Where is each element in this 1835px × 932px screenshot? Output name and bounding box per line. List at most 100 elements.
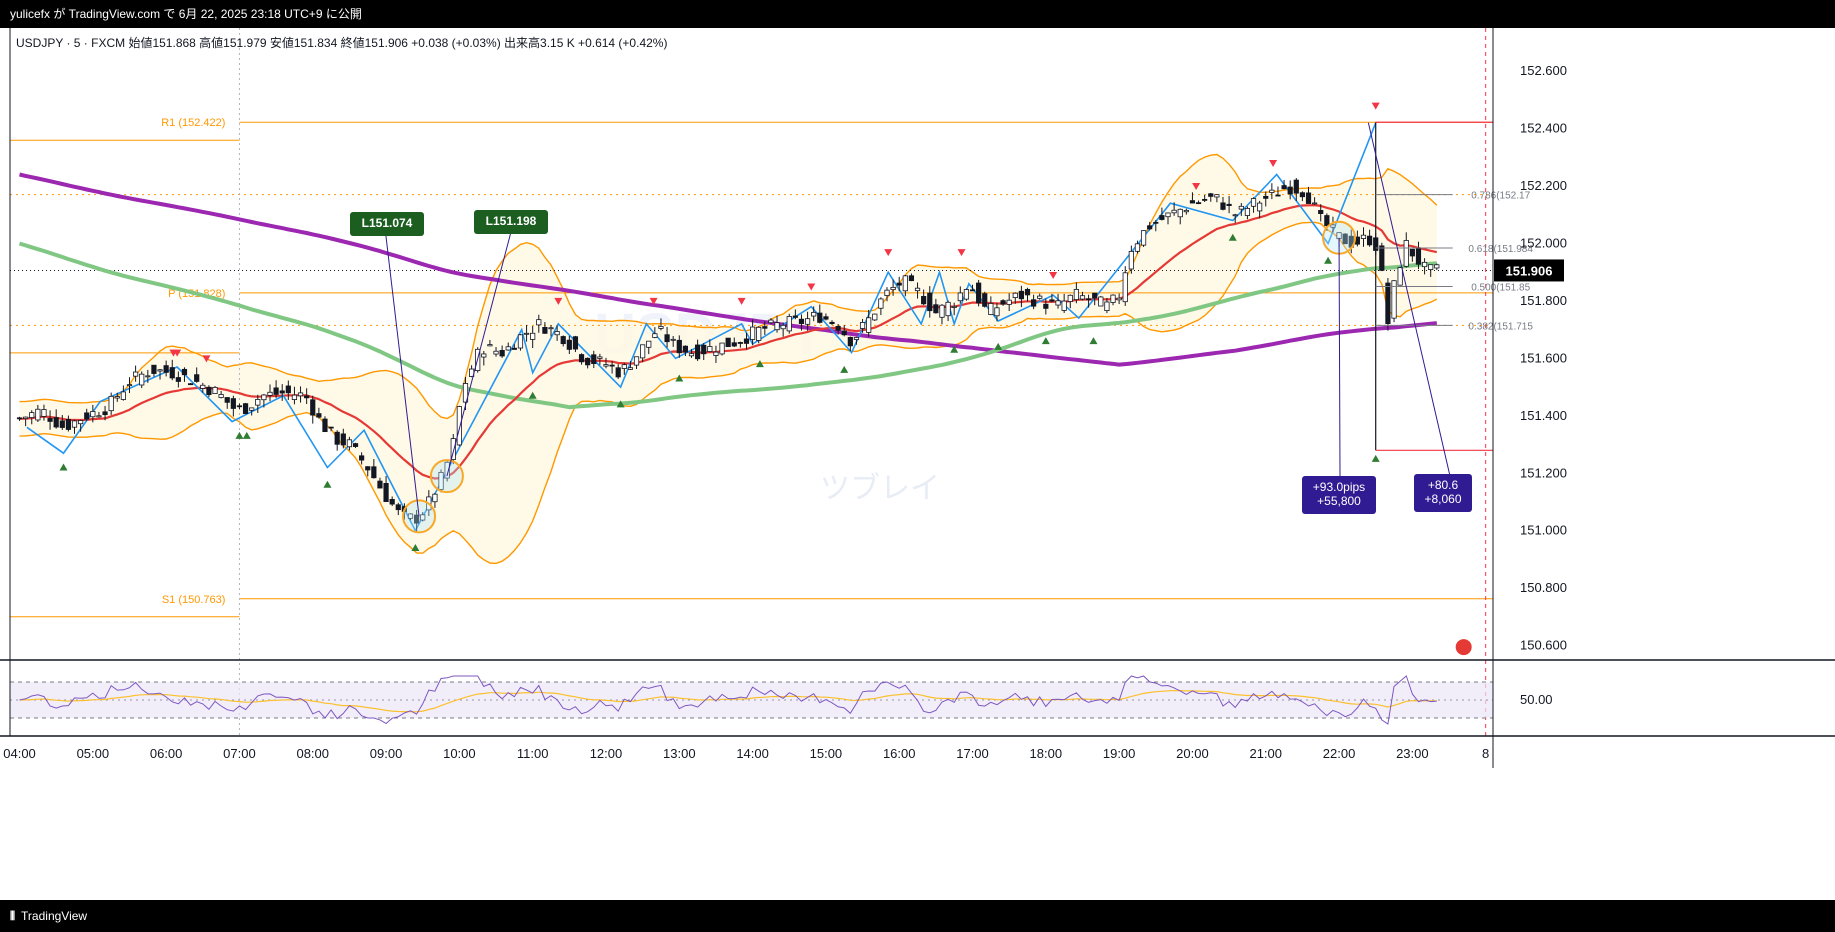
candle-body	[1232, 214, 1238, 217]
candle-body	[41, 409, 47, 417]
candle-body	[1085, 298, 1092, 301]
candle-body	[1226, 203, 1232, 206]
candle-body	[609, 364, 615, 367]
time-tick-label: 04:00	[3, 746, 36, 761]
candle-body	[420, 514, 426, 521]
candle-body	[682, 345, 689, 353]
sell-signal-icon	[554, 297, 563, 305]
candle-body	[786, 316, 792, 332]
trade-annotations: L151.074 L151.198 +93.0pips+55,800 +80.6+8,…	[350, 122, 1472, 517]
candle-body	[1391, 280, 1397, 319]
label-profit: +80.6+8,060	[1414, 474, 1472, 512]
candle-body	[1299, 192, 1306, 198]
candle-body	[1159, 215, 1165, 220]
publish-header: yulicefx が TradingView.com で 6月 22, 2025…	[0, 0, 1835, 28]
candle-body	[1000, 300, 1006, 305]
candle-body	[1073, 289, 1079, 301]
candle-body	[1140, 230, 1147, 246]
candlesticks	[16, 178, 1440, 532]
candle-body	[450, 438, 456, 460]
buy-signal-icon	[1228, 233, 1237, 241]
watermark-sub: ツブレイ	[820, 472, 940, 505]
candle-body	[53, 417, 59, 428]
time-axis[interactable]: 04:00 05:00 06:00 07:00 08:00 09:00 10:00 11:00…	[3, 746, 1489, 761]
candle-body	[890, 286, 896, 291]
buy-signal-icon	[994, 342, 1003, 350]
candle-body	[383, 482, 389, 503]
candle-body	[731, 342, 737, 347]
candle-body	[566, 339, 572, 350]
moving-averages	[18, 172, 1438, 480]
candle-body	[914, 287, 921, 292]
annotation-leader	[1338, 237, 1341, 477]
candle-body	[126, 384, 133, 387]
candle-body	[29, 412, 35, 418]
candle-body	[359, 455, 365, 461]
candle-body	[1061, 300, 1067, 311]
price-tick-label: 152.200	[1520, 178, 1567, 193]
candle-body	[120, 391, 126, 400]
candle-body	[346, 439, 353, 448]
time-tick-label: 23:00	[1396, 746, 1429, 761]
price-chart[interactable]: USDJPYツブレイ R1 (152.422)P (151.828)S1 (15…	[0, 28, 1835, 900]
candle-body	[713, 351, 719, 356]
current-price-badge	[1494, 259, 1564, 282]
fib-level-label: 0.618(151.984	[1468, 244, 1533, 255]
time-tick-label: 09:00	[370, 746, 403, 761]
time-tick-label: 08:00	[296, 746, 329, 761]
buy-signal-icon	[1041, 337, 1050, 345]
annotation-leader	[384, 227, 420, 517]
candle-body	[84, 412, 90, 420]
candle-body	[1281, 185, 1287, 190]
time-tick-label: 19:00	[1103, 746, 1136, 761]
sell-signal-icon	[1049, 272, 1058, 280]
buy-signal-icon	[323, 480, 332, 488]
sell-signal-icon	[202, 355, 211, 363]
label-profit-text: +8,060	[1424, 492, 1461, 506]
candle-body	[340, 433, 346, 446]
candle-body	[236, 405, 243, 408]
candle-body	[1409, 248, 1415, 257]
fib-level-label: 0.786(152.17	[1471, 191, 1530, 202]
fib-retracement[interactable]: 0.786(152.17 0.618(151.984 0.500(151.85 0.3…	[1375, 121, 1534, 451]
buy-signal-icon	[840, 365, 849, 373]
candle-body	[438, 471, 444, 490]
candle-body	[1287, 186, 1293, 195]
candle-body	[603, 364, 609, 367]
candle-body	[1092, 292, 1098, 299]
candle-body	[65, 418, 72, 430]
candle-body	[896, 282, 902, 286]
candle-body	[1330, 224, 1336, 228]
candle-body	[499, 349, 505, 357]
label-pips: +93.0pips+55,800	[1302, 476, 1376, 514]
candle-body	[59, 420, 65, 428]
candle-body	[1415, 248, 1422, 265]
candle-body	[749, 326, 756, 340]
candle-body	[523, 332, 530, 335]
candle-body	[774, 322, 780, 331]
time-tick-label: 20:00	[1176, 746, 1209, 761]
candle-body	[1238, 205, 1244, 210]
candle-body	[1220, 202, 1226, 210]
candle-body	[878, 298, 884, 309]
price-tick-label: 152.400	[1520, 121, 1567, 136]
candle-body	[1379, 245, 1385, 271]
rsi-line	[19, 675, 1437, 725]
candle-body	[328, 426, 334, 429]
candle-body	[1128, 250, 1134, 270]
price-tick-label: 151.800	[1520, 293, 1567, 308]
candle-body	[224, 397, 230, 403]
candle-body	[1257, 202, 1263, 212]
candle-body	[542, 326, 548, 334]
candle-body	[1018, 290, 1024, 300]
label-l151074-text: L151.074	[362, 216, 413, 230]
time-tick-label: 8	[1482, 746, 1489, 761]
candle-body	[921, 296, 927, 305]
price-tick-label: 151.000	[1520, 523, 1567, 538]
time-tick-label: 16:00	[883, 746, 916, 761]
price-axis[interactable]: 152.600 152.400 152.200 152.000 151.800 151.6…	[0, 28, 1835, 768]
sell-signal-icon	[649, 297, 658, 305]
label-l151198-bg	[474, 210, 548, 234]
sell-signal-icon	[737, 297, 746, 305]
candle-body	[646, 340, 652, 348]
